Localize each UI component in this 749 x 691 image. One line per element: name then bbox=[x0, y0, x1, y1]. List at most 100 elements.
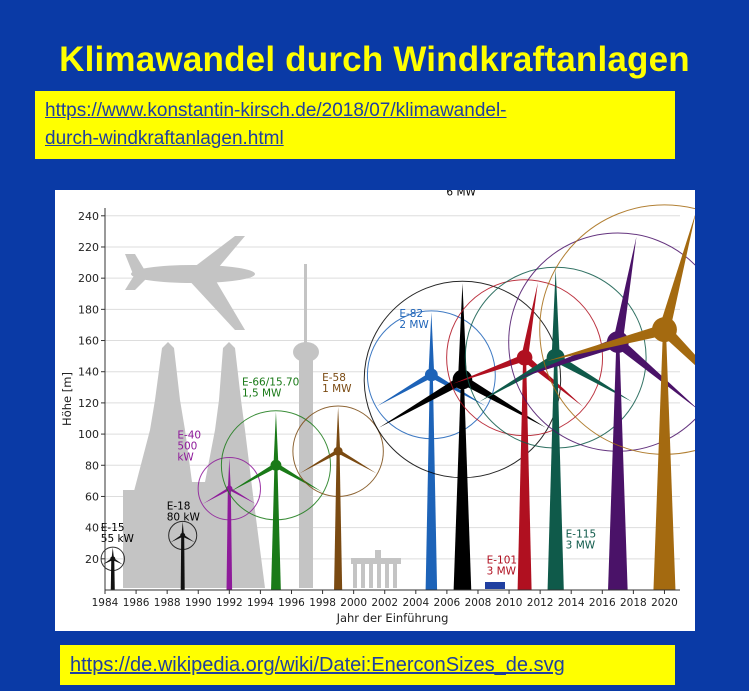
tower bbox=[110, 558, 115, 590]
turbine-name-label: E-18 bbox=[167, 500, 191, 512]
y-tick-label: 200 bbox=[78, 272, 99, 285]
hub bbox=[516, 349, 533, 366]
x-tick-label: 2010 bbox=[496, 597, 523, 609]
turbine-power-label: 1,5 MW bbox=[242, 387, 282, 399]
blade bbox=[229, 463, 278, 493]
source-link-top-line2[interactable]: durch-windkraftanlagen.html bbox=[45, 128, 284, 149]
turbine-name-label: E-82 bbox=[399, 308, 423, 320]
turbine-power-label: 3 MW bbox=[487, 566, 517, 578]
x-tick-label: 1992 bbox=[216, 597, 243, 609]
x-tick-label: 2002 bbox=[371, 597, 398, 609]
y-tick-label: 140 bbox=[78, 366, 99, 379]
y-tick-label: 100 bbox=[78, 428, 99, 441]
y-tick-label: 60 bbox=[85, 490, 99, 503]
slide-title: Klimawandel durch Windkraftanlagen bbox=[59, 40, 690, 79]
y-tick-label: 240 bbox=[78, 210, 99, 223]
hub bbox=[110, 556, 116, 562]
x-tick-label: 2000 bbox=[340, 597, 367, 609]
tower bbox=[653, 329, 676, 590]
y-axis-label: Höhe [m] bbox=[60, 372, 74, 426]
blade bbox=[202, 487, 231, 504]
turbine-name-label: E-115 bbox=[566, 529, 596, 541]
x-tick-label: 2006 bbox=[434, 597, 461, 609]
chart-panel: E-15 55 kW E-18 80 kW E-40 500 kW E-66/15.70 1,5… bbox=[55, 190, 695, 631]
blade bbox=[170, 534, 184, 543]
blade bbox=[429, 372, 486, 407]
hub bbox=[180, 532, 186, 538]
x-tick-label: 1984 bbox=[92, 597, 119, 609]
tower bbox=[608, 342, 628, 590]
turbine-e-160: E-1604,6 MW bbox=[539, 204, 695, 590]
hub bbox=[651, 317, 677, 343]
airplane-silhouette bbox=[125, 236, 255, 330]
turbine-power-label: 500 bbox=[177, 441, 197, 453]
blade bbox=[614, 338, 695, 408]
turbine-power-label: 1 MW bbox=[322, 383, 352, 395]
turbine-power-label: 55 kW bbox=[101, 533, 135, 545]
turbine-name-label: E-101 bbox=[487, 555, 517, 567]
tower bbox=[517, 357, 532, 590]
tower bbox=[180, 535, 185, 590]
blade bbox=[337, 449, 377, 474]
hub bbox=[452, 369, 473, 390]
y-tick-label: 160 bbox=[78, 335, 99, 348]
turbine-power-label: 80 kW bbox=[167, 511, 201, 523]
hub bbox=[333, 446, 343, 456]
source-link-box-bottom: https://de.wikipedia.org/wiki/Datei:Ener… bbox=[60, 645, 675, 685]
blade bbox=[551, 269, 560, 358]
axis-layer: 20 40 60 80 100 120 140 160 180 200 220 240 1984 1986… bbox=[60, 208, 680, 625]
blade bbox=[458, 283, 467, 380]
cathedral-silhouette bbox=[123, 342, 265, 588]
turbine-e-66-15-70: E-66/15.701,5 MW bbox=[220, 376, 332, 590]
x-tick-label: 1986 bbox=[123, 597, 150, 609]
x-tick-label: 2018 bbox=[620, 597, 647, 609]
y-tick-label: 120 bbox=[78, 397, 99, 410]
x-tick-label: 2016 bbox=[589, 597, 616, 609]
bus-silhouette bbox=[485, 582, 505, 589]
tower bbox=[226, 488, 233, 590]
turbine-name-label: E-58 bbox=[322, 372, 346, 384]
source-link-top-line1[interactable]: https://www.konstantin-kirsch.de/2018/07… bbox=[45, 100, 507, 121]
blade bbox=[460, 375, 546, 428]
tower bbox=[271, 465, 281, 590]
x-tick-label: 2012 bbox=[527, 597, 554, 609]
blade bbox=[336, 406, 341, 452]
y-tick-label: 220 bbox=[78, 241, 99, 254]
turbine-e-126: E-1266 MW bbox=[363, 190, 562, 590]
blade bbox=[377, 372, 433, 407]
tower bbox=[425, 374, 438, 590]
blade bbox=[273, 411, 279, 466]
x-tick-label: 2020 bbox=[651, 597, 678, 609]
gate-silhouette bbox=[351, 550, 401, 588]
turbine-power-label: 6 MW bbox=[446, 190, 476, 199]
blade bbox=[659, 214, 695, 332]
blade bbox=[478, 354, 558, 402]
x-axis-label: Jahr der Einführung bbox=[336, 611, 449, 625]
blade bbox=[299, 449, 340, 474]
blade bbox=[428, 312, 435, 375]
source-link-bottom[interactable]: https://de.wikipedia.org/wiki/Datei:Ener… bbox=[70, 654, 565, 676]
turbine-power-label: kW bbox=[177, 452, 194, 464]
tower bbox=[547, 357, 564, 590]
tower bbox=[453, 379, 472, 590]
hub bbox=[270, 459, 282, 471]
blade bbox=[379, 375, 465, 428]
turbine-name-label: E-15 bbox=[101, 522, 125, 534]
x-tick-label: 1994 bbox=[247, 597, 274, 609]
x-tick-label: 2014 bbox=[558, 597, 585, 609]
turbine-name-label: E-40 bbox=[177, 430, 201, 442]
turbine-name-label: E-66/15.70 bbox=[242, 376, 299, 388]
blade bbox=[553, 354, 633, 402]
blade bbox=[227, 458, 231, 489]
blade bbox=[274, 463, 323, 493]
blade bbox=[182, 534, 195, 543]
x-tick-label: 1998 bbox=[309, 597, 336, 609]
turbine-power-label: 2 MW bbox=[399, 319, 429, 331]
turbine-power-label: 3 MW bbox=[566, 540, 596, 552]
